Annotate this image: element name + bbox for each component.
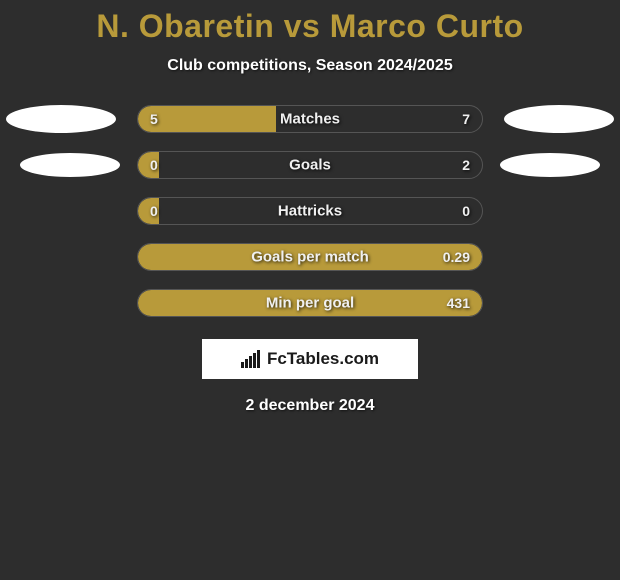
stat-right-value: 2 xyxy=(462,157,470,173)
stat-label: Min per goal xyxy=(266,295,354,312)
branding-text: FcTables.com xyxy=(267,349,379,369)
stat-row: 5 Matches 7 xyxy=(0,105,620,133)
stat-right-value: 431 xyxy=(447,295,470,311)
player-avatar-left xyxy=(6,105,116,133)
date-text: 2 december 2024 xyxy=(0,397,620,415)
player-avatar-left xyxy=(20,153,120,177)
branding-badge: FcTables.com xyxy=(202,339,418,379)
stat-label: Hattricks xyxy=(278,203,342,220)
stat-bar: Goals per match 0.29 xyxy=(137,243,483,271)
comparison-card: N. Obaretin vs Marco Curto Club competit… xyxy=(0,0,620,415)
stat-bar: 0 Goals 2 xyxy=(137,151,483,179)
stat-row: 0 Hattricks 0 xyxy=(0,197,620,225)
stat-right-value: 0 xyxy=(462,203,470,219)
bar-fill-left xyxy=(138,106,276,132)
player-avatar-right xyxy=(504,105,614,133)
player-avatar-right xyxy=(500,153,600,177)
stat-bar: Min per goal 431 xyxy=(137,289,483,317)
stat-label: Matches xyxy=(280,111,340,128)
subtitle: Club competitions, Season 2024/2025 xyxy=(0,57,620,75)
stat-right-value: 0.29 xyxy=(443,249,470,265)
stat-rows: 5 Matches 7 0 Goals 2 0 Hattricks 0 Goals per mat… xyxy=(0,105,620,317)
stat-label: Goals per match xyxy=(251,249,369,266)
stat-row: Goals per match 0.29 xyxy=(0,243,620,271)
stat-row: Min per goal 431 xyxy=(0,289,620,317)
stat-left-value: 5 xyxy=(150,111,158,127)
stat-right-value: 7 xyxy=(462,111,470,127)
stat-label: Goals xyxy=(289,157,331,174)
stat-left-value: 0 xyxy=(150,203,158,219)
stat-row: 0 Goals 2 xyxy=(0,151,620,179)
stat-bar: 0 Hattricks 0 xyxy=(137,197,483,225)
stat-bar: 5 Matches 7 xyxy=(137,105,483,133)
stat-left-value: 0 xyxy=(150,157,158,173)
bars-icon xyxy=(241,350,263,368)
page-title: N. Obaretin vs Marco Curto xyxy=(0,8,620,45)
